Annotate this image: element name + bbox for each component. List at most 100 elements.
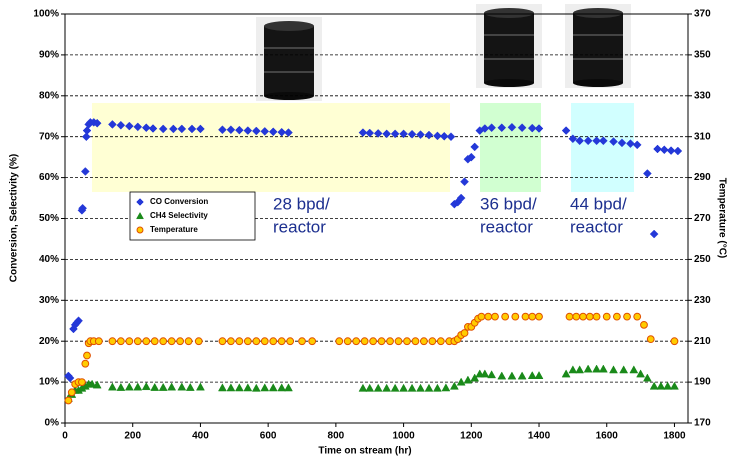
point [196,383,204,390]
point [160,338,167,345]
point [387,338,394,345]
x-axis-title: Time on stream (hr) [318,446,411,457]
x-tick-label: 0 [62,431,68,442]
legend-label: Temperature [150,225,198,234]
point [485,313,492,320]
legend-label: CO Conversion [150,197,208,206]
point [647,336,654,343]
point [667,147,675,155]
point [654,145,662,153]
y2-tick-label: 210 [694,336,711,347]
y2-tick-label: 350 [694,50,711,61]
point [408,384,416,391]
legend-marker [137,227,143,233]
point [442,384,450,391]
barrel-icon [256,17,322,101]
point [488,371,496,378]
point [671,338,678,345]
point [613,313,620,320]
point [236,338,243,345]
point [65,397,72,404]
point [664,382,672,389]
point [278,338,285,345]
x-tick-label: 1400 [528,431,551,442]
point [378,338,385,345]
point [370,338,377,345]
point [643,374,651,381]
y2-tick-label: 310 [694,131,711,142]
point [252,384,260,391]
y-tick-label: 100% [33,9,59,20]
point [195,338,202,345]
point [643,170,651,178]
point [359,384,367,391]
point [528,372,536,379]
y-tick-label: 0% [45,418,60,429]
point [404,338,411,345]
point [450,382,458,389]
point [650,230,658,238]
point [117,338,124,345]
point [492,313,499,320]
x-tick-label: 200 [124,431,141,442]
highlight-region [480,103,541,192]
point [536,313,543,320]
point [395,338,402,345]
point [309,338,316,345]
point [227,384,235,391]
y-tick-label: 90% [39,50,59,61]
point [535,372,543,379]
point [633,141,641,149]
y-tick-label: 80% [39,90,59,101]
point [569,366,577,373]
point [82,360,89,367]
y2-tick-label: 270 [694,213,711,224]
point [630,366,638,373]
point [391,384,399,391]
point [586,313,593,320]
point [566,313,573,320]
y2-tick-label: 370 [694,9,711,20]
point [461,178,469,186]
point [361,338,368,345]
y-tick-label: 20% [39,336,59,347]
barrel-icon [565,4,631,88]
point [657,382,665,389]
point [508,372,516,379]
x-tick-label: 1000 [392,431,415,442]
point [593,313,600,320]
y-tick-label: 10% [39,377,59,388]
point [134,383,142,390]
point [374,384,382,391]
y2-axis-title: Temperature (°C) [716,178,727,259]
point [400,384,408,391]
y2-tick-label: 290 [694,172,711,183]
y-tick-label: 70% [39,131,59,142]
point [670,382,678,389]
x-tick-label: 800 [328,431,345,442]
point [344,338,351,345]
x-tick-label: 600 [260,431,277,442]
point [168,383,176,390]
point [125,383,133,390]
point [457,378,465,385]
y-tick-label: 40% [39,254,59,265]
point [599,365,607,372]
point [610,366,618,373]
point [143,338,150,345]
point [641,321,648,328]
point [83,127,91,135]
point [81,167,89,175]
point [185,338,192,345]
point [425,384,433,391]
point [108,383,116,390]
point [498,372,506,379]
annotation: reactor [273,217,326,236]
highlight-region [92,103,450,192]
point [674,147,682,155]
point [634,313,641,320]
point [261,384,269,391]
point [261,338,268,345]
point [650,382,658,389]
y2-tick-label: 170 [694,418,711,429]
